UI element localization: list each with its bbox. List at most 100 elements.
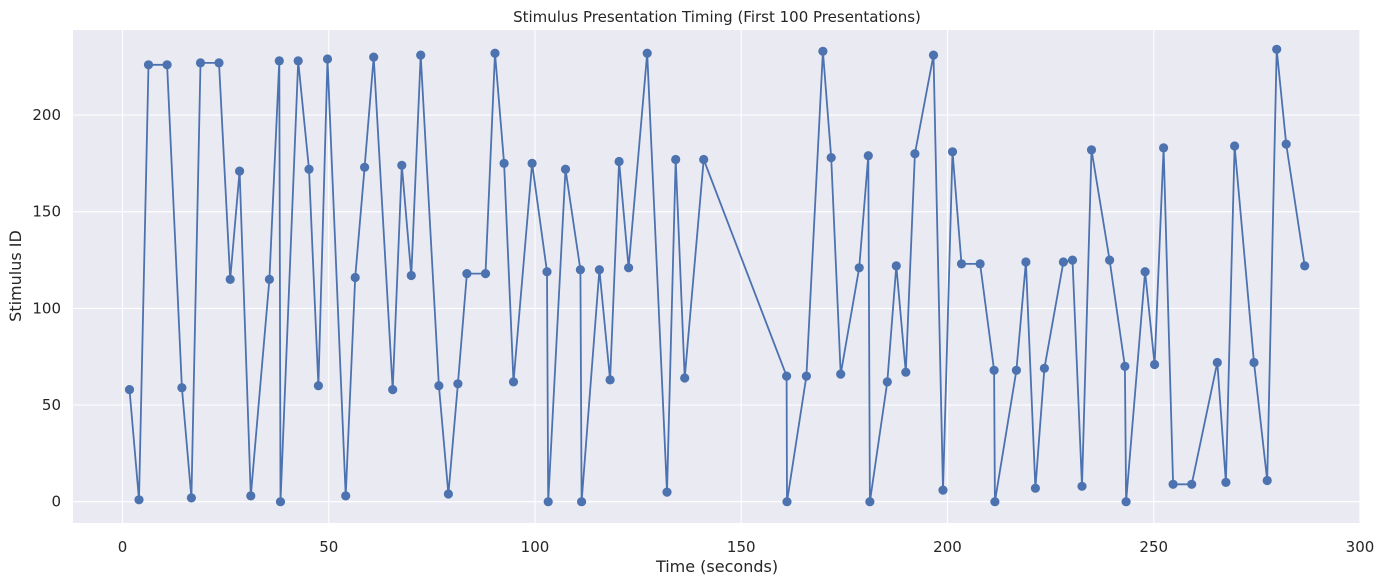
data-point [1272,44,1282,54]
data-point [1281,139,1291,149]
data-point [854,263,864,273]
data-point [499,158,509,168]
data-point [480,269,491,279]
data-point [214,58,224,68]
data-point [369,52,379,62]
data-point [642,48,652,58]
data-point [124,385,135,395]
data-point [680,373,690,383]
data-point [1300,261,1310,271]
y-tick-label: 50 [42,396,61,414]
x-tick-label: 100 [521,538,550,556]
data-point [624,263,634,273]
x-tick-label: 150 [727,538,756,556]
data-point [397,160,407,170]
data-point [836,369,846,379]
data-point [594,265,605,275]
data-point [1021,257,1031,267]
data-point [443,489,453,499]
data-point [1187,479,1197,489]
data-point [1105,255,1115,265]
y-axis-ticks: 0 50 100 150 200 [32,106,61,511]
data-point [341,491,351,501]
data-point [863,151,873,161]
data-point [246,491,256,501]
x-tick-label: 300 [1346,538,1375,556]
y-tick-label: 200 [32,106,61,124]
data-point [275,497,286,507]
data-point [938,485,948,495]
data-point [947,147,958,157]
data-point [1011,365,1022,375]
data-point [818,46,828,56]
data-point [1030,483,1040,493]
data-point [274,56,284,66]
data-point [956,259,967,269]
data-point [134,495,144,505]
data-point [1262,475,1272,486]
data-point [1249,357,1259,368]
data-point [416,50,426,60]
data-point [543,497,553,507]
data-point [350,272,360,283]
data-point [990,497,1000,507]
data-point [901,367,911,377]
x-tick-label: 250 [1139,538,1168,556]
data-point [406,270,416,281]
data-point [186,493,196,503]
data-point [989,365,999,375]
data-point [177,383,187,393]
data-point [490,48,500,58]
data-point [1086,145,1097,155]
y-tick-label: 150 [32,203,61,221]
data-point [434,381,444,391]
data-point [264,274,274,284]
data-point [508,377,519,387]
data-point [1150,359,1160,370]
data-point [542,267,552,277]
data-point [313,381,323,391]
data-point [1039,363,1049,373]
data-point [462,269,472,279]
chart-title: Stimulus Presentation Timing (First 100 … [513,8,921,26]
data-point [1120,361,1130,371]
data-point [162,60,172,70]
data-point [1159,143,1169,153]
x-axis-ticks: 0 50 100 150 200 250 300 [118,538,1375,556]
data-point [671,154,681,165]
y-axis-label: Stimulus ID [6,230,25,322]
data-point [891,261,901,271]
data-point [865,497,875,507]
data-point [360,162,370,172]
data-point [453,379,463,389]
y-tick-label: 0 [51,493,61,511]
data-point [605,375,615,385]
data-point [975,259,985,269]
data-point [910,149,920,159]
data-point [195,58,206,68]
x-tick-label: 200 [933,538,962,556]
grid [73,30,1361,523]
x-tick-label: 50 [319,538,338,556]
data-point [143,60,154,70]
data-point [1058,257,1068,267]
data-point [577,497,587,507]
data-point [322,54,333,64]
data-point [1067,255,1078,265]
data-point [782,371,792,381]
data-point [1121,497,1131,507]
data-point [527,158,537,168]
data-point [1140,267,1150,277]
x-tick-label: 0 [118,538,128,556]
data-point [1221,477,1231,487]
data-point [1168,479,1178,489]
data-point [928,50,939,60]
data-point [662,487,672,497]
data-point [699,154,709,165]
x-axis-label: Time (seconds) [655,557,778,576]
data-point [826,153,836,163]
data-point [575,265,586,275]
data-point [782,497,792,507]
data-point [293,56,303,66]
